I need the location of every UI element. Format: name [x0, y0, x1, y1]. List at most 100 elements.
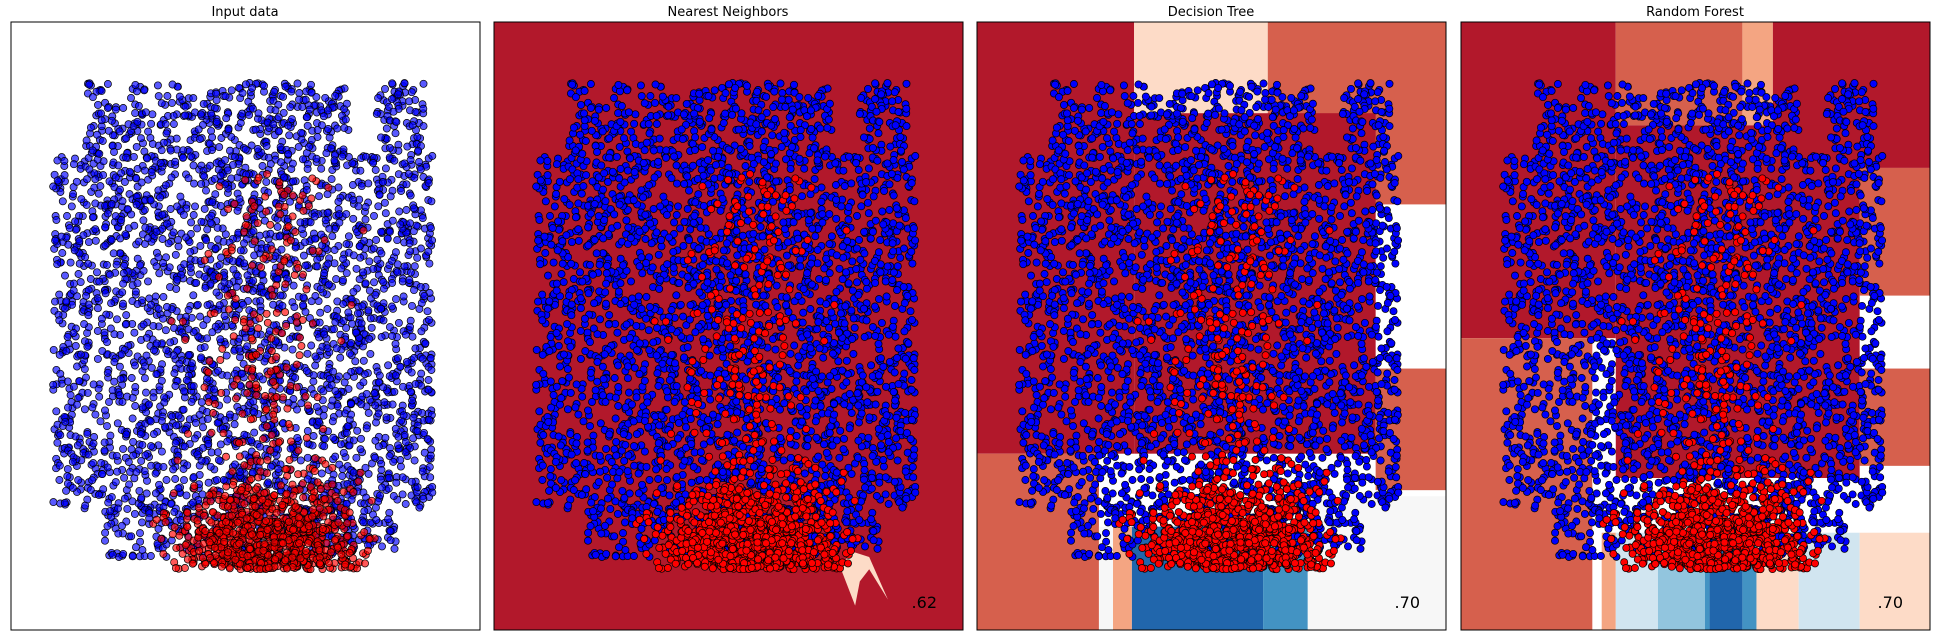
- class-0-point: [392, 117, 401, 126]
- class-0-point: [120, 261, 129, 270]
- class-0-point: [97, 459, 106, 467]
- class-0-point: [339, 254, 348, 263]
- class-0-point: [407, 477, 416, 486]
- class-0-point: [390, 387, 399, 396]
- class-0-point: [93, 354, 102, 363]
- class-0-point: [187, 152, 195, 161]
- class-0-point: [389, 107, 398, 116]
- class-1-point: [230, 199, 239, 208]
- class-1-point: [347, 300, 356, 309]
- class-0-point: [203, 225, 212, 234]
- class-1-point: [205, 538, 214, 547]
- class-0-point: [342, 323, 351, 332]
- class-0-point: [406, 191, 415, 200]
- class-0-point: [275, 232, 284, 241]
- class-1-point: [316, 485, 325, 494]
- class-0-point: [130, 221, 139, 230]
- class-0-point: [156, 159, 165, 167]
- class-0-point: [197, 217, 206, 226]
- class-0-point: [424, 247, 433, 256]
- class-0-point: [782, 251, 791, 260]
- class-0-point: [313, 133, 322, 141]
- class-0-point: [319, 411, 328, 420]
- class-1-point: [274, 438, 283, 447]
- class-0-point: [175, 92, 184, 101]
- class-1-point: [231, 555, 240, 564]
- class-0-point: [578, 392, 587, 401]
- class-0-point: [170, 507, 179, 516]
- class-0-point: [108, 386, 117, 395]
- class-0-point: [196, 110, 205, 119]
- class-0-point: [131, 287, 140, 296]
- class-0-point: [420, 291, 429, 300]
- class-1-point: [247, 334, 256, 343]
- class-0-point: [111, 173, 120, 182]
- class-0-point: [128, 497, 137, 506]
- class-0-point: [417, 244, 425, 253]
- class-0-point: [106, 507, 115, 516]
- class-1-point: [215, 529, 224, 537]
- class-0-point: [131, 80, 140, 89]
- class-0-point: [146, 552, 155, 560]
- class-1-point: [263, 469, 271, 478]
- class-0-point: [154, 304, 163, 313]
- class-1-point: [345, 548, 354, 557]
- class-0-point: [388, 95, 396, 104]
- class-0-point: [286, 444, 295, 453]
- class-0-point: [331, 452, 340, 461]
- class-1-point: [354, 477, 363, 486]
- class-0-point: [112, 451, 121, 460]
- class-0-point: [400, 79, 409, 88]
- class-0-point: [323, 344, 332, 353]
- class-0-point: [84, 259, 93, 268]
- class-0-point: [196, 312, 204, 321]
- class-0-point: [103, 261, 111, 269]
- class-0-point: [103, 422, 111, 431]
- class-0-point: [123, 504, 132, 513]
- class-0-point: [331, 386, 340, 395]
- class-0-point: [302, 113, 311, 122]
- class-0-point: [97, 116, 106, 125]
- class-0-point: [56, 431, 65, 440]
- class-0-point: [191, 418, 200, 427]
- class-0-point: [84, 450, 93, 459]
- class-1-point: [243, 389, 252, 398]
- class-0-point: [95, 392, 104, 401]
- class-0-point: [63, 465, 72, 474]
- class-1-point: [204, 368, 213, 377]
- class-1-point: [262, 405, 271, 414]
- class-0-point: [347, 399, 355, 408]
- class-0-point: [141, 451, 150, 460]
- class-0-point: [397, 187, 406, 195]
- class-0-point: [342, 210, 351, 219]
- class-0-point: [152, 262, 161, 271]
- class-1-point: [295, 539, 304, 548]
- class-0-point: [311, 352, 320, 361]
- class-0-point: [147, 119, 156, 128]
- class-0-point: [228, 160, 237, 169]
- class-0-point: [301, 307, 310, 316]
- class-0-point: [312, 402, 321, 411]
- class-0-point: [144, 277, 152, 286]
- class-0-point: [424, 385, 433, 394]
- class-0-point: [152, 339, 161, 348]
- class-0-point: [187, 397, 196, 406]
- class-0-point: [69, 329, 78, 337]
- class-1-point: [248, 366, 257, 375]
- class-0-point: [138, 440, 147, 449]
- class-0-point: [393, 260, 402, 269]
- class-0-point: [401, 438, 410, 447]
- class-0-point: [91, 225, 100, 234]
- class-0-point: [130, 328, 139, 337]
- class-0-point: [424, 179, 433, 188]
- class-0-point: [416, 282, 425, 291]
- class-0-point: [323, 305, 332, 313]
- class-0-point: [192, 278, 201, 287]
- class-0-point: [149, 430, 158, 439]
- class-1-point: [252, 511, 261, 519]
- class-0-point: [249, 276, 258, 285]
- class-1-point: [260, 539, 269, 548]
- class-0-point: [320, 269, 329, 278]
- class-0-point: [149, 321, 158, 330]
- class-0-point: [215, 143, 224, 152]
